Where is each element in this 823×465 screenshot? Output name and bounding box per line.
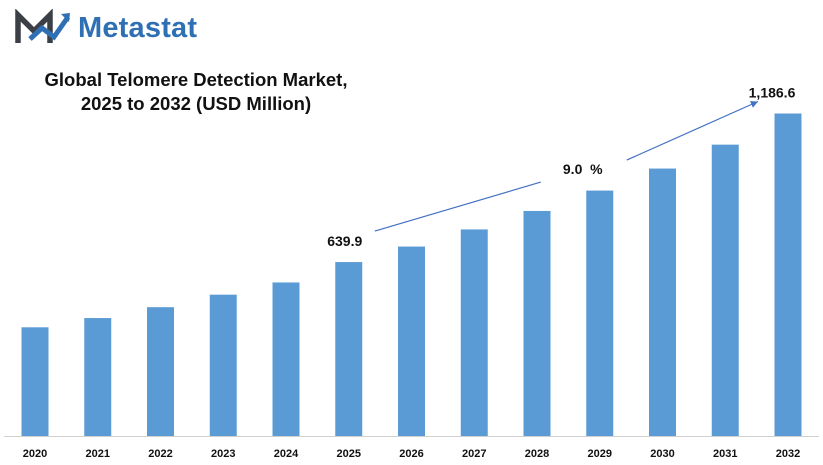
bar-2030	[649, 168, 676, 436]
x-tick-label-2026: 2026	[399, 448, 423, 460]
x-tick-label-2032: 2032	[776, 448, 800, 460]
x-tick-label-2030: 2030	[650, 448, 674, 460]
x-tick-label-2021: 2021	[86, 448, 110, 460]
x-tick-label-2031: 2031	[713, 448, 737, 460]
bar-2023	[209, 294, 237, 436]
data-label-2032: 1,186.6	[749, 85, 796, 101]
brand-logo: Metastat	[14, 8, 197, 48]
bar-2020	[21, 327, 49, 436]
data-label-2025: 639.9	[327, 233, 362, 249]
x-tick-label-2022: 2022	[148, 448, 172, 460]
bar-2031	[711, 144, 739, 436]
bar-2028	[523, 210, 551, 436]
x-tick-label-2025: 2025	[337, 448, 361, 460]
bar-2027	[460, 229, 488, 436]
x-tick-label-2029: 2029	[588, 448, 612, 460]
x-tick-label-2020: 2020	[23, 448, 47, 460]
bar-2032	[774, 113, 802, 436]
bar-2025	[335, 262, 363, 436]
x-tick-label-2023: 2023	[211, 448, 235, 460]
x-tick-label-2028: 2028	[525, 448, 549, 460]
cagr-arrow-line-left	[374, 181, 541, 232]
chart-title-line-1: Global Telomere Detection Market,	[44, 69, 348, 90]
x-tick-label-2024: 2024	[274, 448, 299, 460]
cagr-arrow-line-right	[626, 100, 759, 161]
chart-title-line-2: 2025 to 2032 (USD Million)	[80, 93, 312, 114]
bar-2026	[398, 246, 425, 436]
cagr-label: 9.0 %	[563, 161, 603, 177]
bar-2024	[272, 282, 300, 436]
bar-2021	[84, 318, 112, 436]
bar-2022	[147, 307, 174, 436]
chart-title: Global Telomere Detection Market, 2025 t…	[18, 68, 374, 116]
metastat-m-logo-icon	[15, 9, 71, 43]
x-tick-label-2027: 2027	[462, 448, 486, 460]
bar-2029	[586, 190, 614, 436]
brand-name: Metastat	[78, 11, 198, 44]
